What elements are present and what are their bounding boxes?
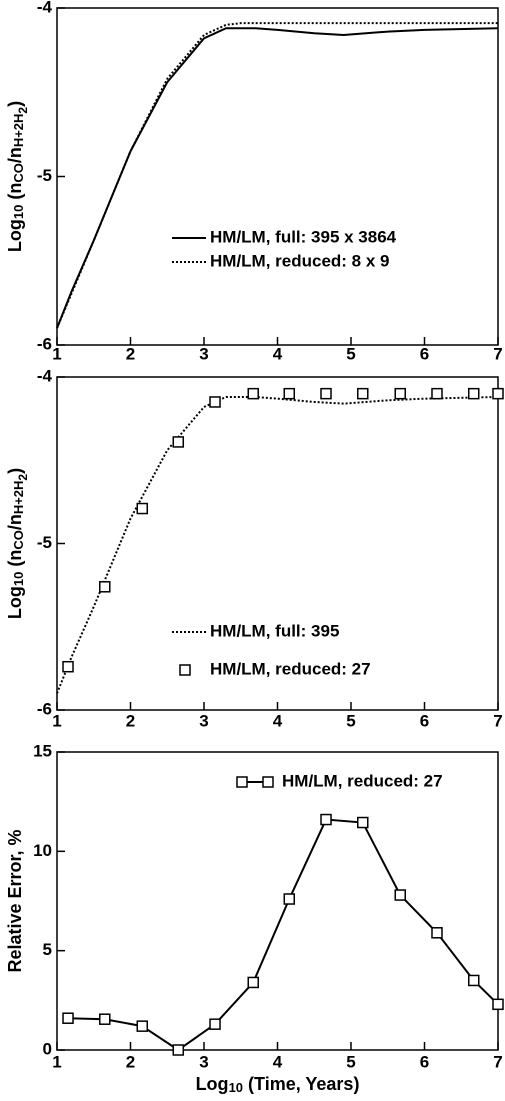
data-point [209,396,221,408]
x-tick-label: 3 [199,1052,208,1071]
x-tick-label: 5 [346,1052,355,1071]
y-tick-label: 5 [43,940,52,959]
x-tick-label: 2 [126,711,135,730]
data-point [62,1012,74,1024]
y-tick-label: 10 [33,841,52,860]
label-part: /n [5,147,25,163]
y-axis-label: Relative Error, % [5,829,25,972]
x-tick-label: 5 [346,344,355,363]
y-tick-label: -5 [37,166,52,185]
data-point [467,974,480,987]
y-tick-label: -5 [37,533,52,552]
x-tick-label: 1 [52,344,61,363]
y-tick-label: -6 [37,334,52,353]
label-part: 10 [11,572,26,586]
legend-marker [179,664,191,676]
label-part: ) [5,468,25,474]
x-tick-label: 3 [199,344,208,363]
legend-label: HM/LM, reduced: 8 x 9 [210,251,389,270]
x-tick-label: 6 [420,344,429,363]
legend-label: HM/LM, reduced: 27 [210,659,371,678]
plot-frame [56,7,499,346]
data-point [467,387,480,400]
data-point [62,660,74,673]
data-point [136,1020,149,1032]
x-tick-label: 7 [493,1052,502,1071]
data-point [136,502,149,515]
data-point [283,893,296,905]
label-part: ) [5,101,25,107]
data-point [431,927,443,939]
x-tick-label: 7 [493,711,502,730]
label-part: 2 [16,107,30,114]
label-part: (n [5,550,25,572]
y-tick-label: -6 [37,699,52,718]
label-part: Relative Error, % [5,829,25,972]
x-tick-label: 4 [273,711,283,730]
y-tick-label: -4 [37,366,53,385]
data-point [172,436,185,448]
x-tick-label: 4 [273,344,283,363]
legend-label: HM/LM, full: 395 [210,621,339,640]
series-line [56,27,499,329]
x-tick-label: 1 [52,711,61,730]
data-point [492,387,504,400]
data-point [209,1018,221,1030]
label-part: (n [5,183,25,205]
data-point [320,813,332,826]
data-point [172,1044,185,1056]
label-part: Log [196,1074,229,1094]
x-tick-label: 6 [420,1052,429,1071]
data-point [394,387,406,400]
x-tick-label: 2 [126,1052,135,1071]
data-point [283,387,296,400]
x-tick-label: 4 [273,1052,283,1071]
label-part: 10 [229,1080,243,1095]
x-tick-label: 2 [126,344,135,363]
data-point [99,1013,111,1025]
x-tick-label: 5 [346,711,355,730]
data-point [357,387,369,400]
label-part: Log [5,219,25,252]
x-tick-label: 1 [52,1052,61,1071]
data-point [247,976,259,989]
label-part: Log [5,586,25,619]
data-point [431,387,443,400]
x-tick-label: 6 [420,711,429,730]
data-point [357,816,369,829]
label-part: /n [5,514,25,530]
label-part: 2 [16,474,30,481]
series-line [56,395,499,694]
x-axis-label: Log10 (Time, Years) [196,1074,360,1096]
label-part: H+2H [11,481,26,515]
data-point [320,387,332,400]
label-part: 10 [11,205,26,219]
label-part: CO [11,530,26,550]
label-part: H+2H [11,114,26,148]
label-part: CO [11,163,26,183]
y-tick-label: 0 [43,1039,52,1058]
x-tick-label: 7 [493,344,502,363]
y-tick-label: 15 [33,741,52,760]
legend-marker [236,776,248,788]
plot-frame [56,751,499,1051]
legend-marker [262,776,274,788]
y-tick-label: -4 [37,0,53,16]
y-axis-label: Log10 (nCO/nH+2H2) [5,101,30,252]
label-part: (Time, Years) [243,1074,359,1094]
data-point [394,889,406,901]
x-tick-label: 3 [199,711,208,730]
legend-label: HM/LM, full: 395 x 3864 [210,227,397,246]
legend-label: HM/LM, reduced: 27 [282,771,443,790]
series-line [56,22,498,329]
data-point [492,998,504,1011]
data-point [247,387,259,400]
y-axis-label: Log10 (nCO/nH+2H2) [5,468,30,619]
data-point [99,581,111,593]
